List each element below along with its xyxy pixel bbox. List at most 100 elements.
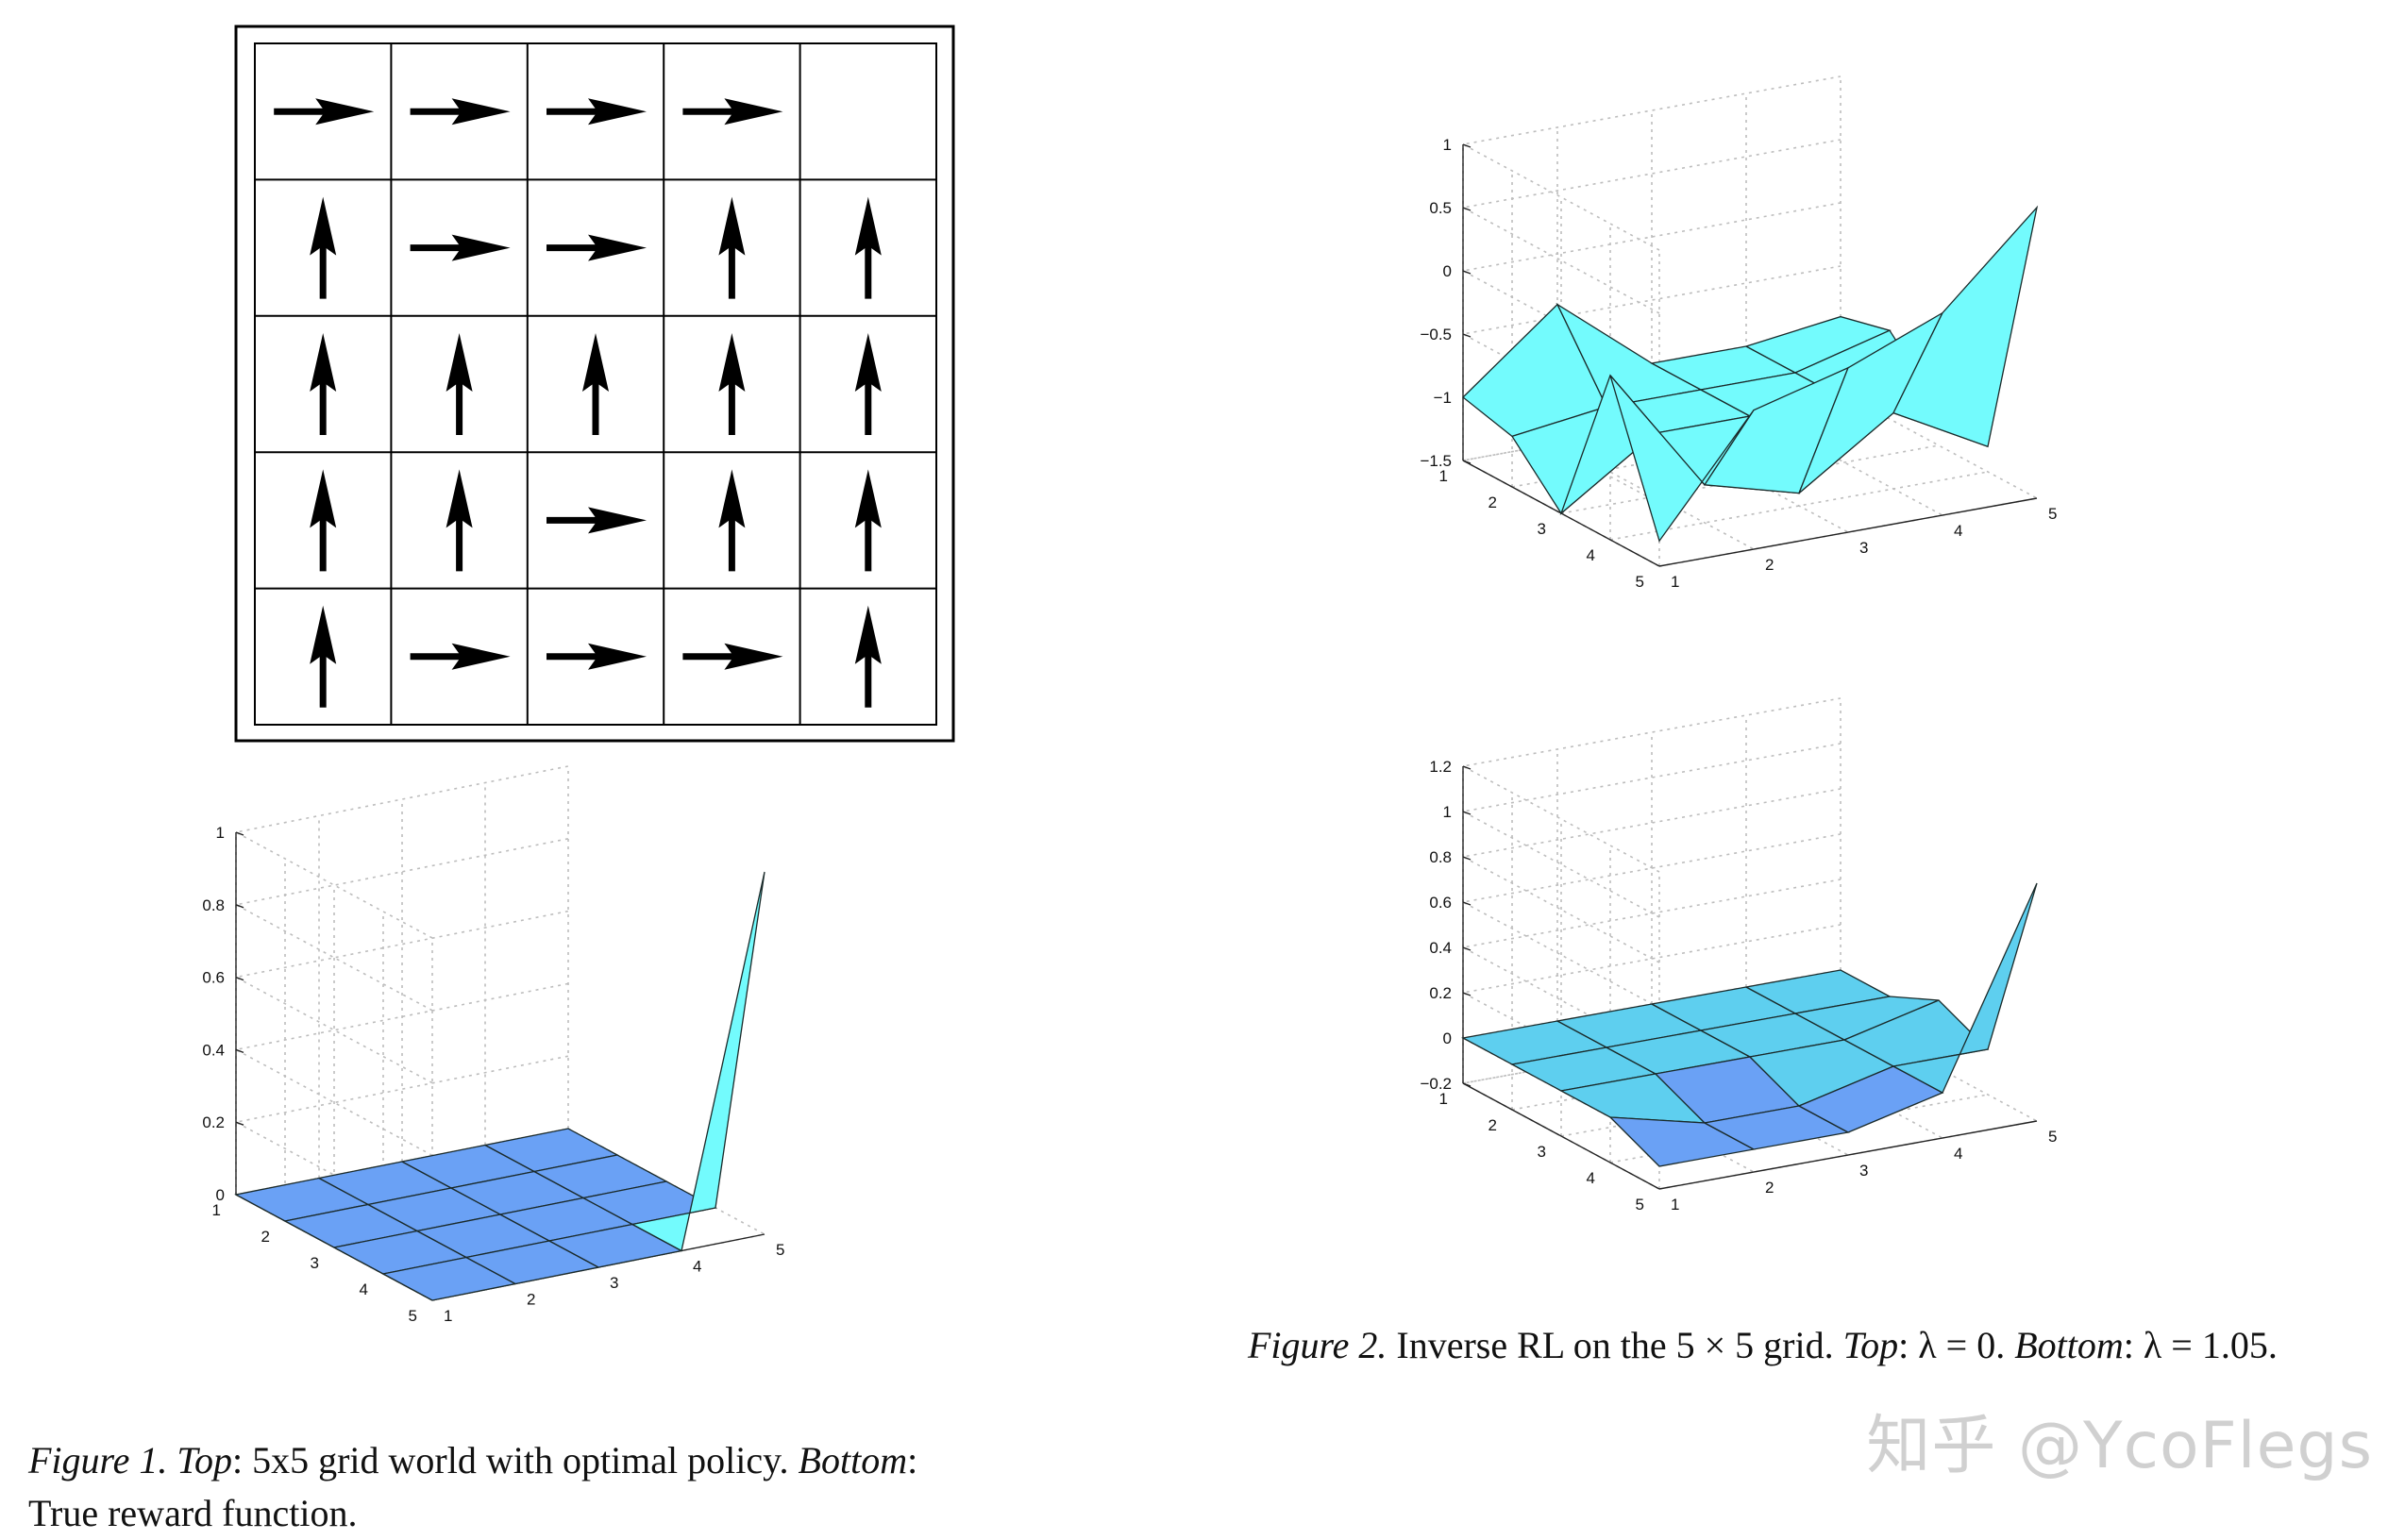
x-tick-label: 3: [1859, 539, 1868, 557]
z-gridline: [1460, 265, 1842, 441]
figure-2-bottom-text: : λ = 1.05.: [2123, 1324, 2278, 1366]
arrow-up-icon: [446, 469, 473, 528]
z-gridline: [1460, 743, 1842, 918]
z-gridline: [1460, 924, 1842, 1099]
x-tick-label: 2: [1765, 1179, 1774, 1197]
y-tick-label: 1: [1439, 467, 1448, 485]
arrow-up-icon: [854, 196, 882, 256]
surface-patch: [1842, 999, 1990, 1067]
z-gridline: [233, 765, 569, 939]
floor-gridline: [1658, 1120, 2038, 1190]
figure-2-top-label: Top: [1842, 1324, 1899, 1366]
figure-2-bottom-label: Bottom: [2014, 1324, 2124, 1366]
arrow-right-icon: [724, 98, 783, 126]
figure-2-text: Inverse RL on the 5 × 5 grid.: [1387, 1324, 1843, 1366]
x-tick-label: 3: [610, 1274, 618, 1292]
z-tick-label: −1.5: [1420, 452, 1452, 470]
floor-gridline: [318, 1177, 516, 1285]
floor-gridline: [1609, 471, 1989, 541]
arrow-up-icon: [446, 333, 473, 392]
figure-2-caption: Figure 2. Inverse RL on the 5 × 5 grid. …: [1248, 1319, 2390, 1372]
arrow-right-icon: [451, 643, 511, 670]
z-tick: [1462, 856, 1472, 861]
z-tick: [1462, 333, 1472, 338]
z-tick-label: 0.6: [1429, 894, 1452, 912]
z-gridline: [233, 1055, 569, 1229]
z-tick: [235, 1194, 244, 1198]
surface-patch: [234, 1177, 370, 1222]
y-axis: [235, 1194, 433, 1301]
floor-gridline: [1651, 1048, 1849, 1156]
surface-patch: [1699, 372, 1846, 417]
figure-1-label: Figure 1.: [28, 1439, 168, 1481]
z-gridline: [1460, 392, 1842, 567]
floor-gridline: [1840, 1014, 2038, 1122]
floor-gridline: [567, 1128, 765, 1235]
z-tick: [1462, 901, 1472, 906]
x-tick-label: 2: [1765, 556, 1774, 574]
y-axis: [1462, 1082, 1660, 1190]
surface-patch: [1793, 996, 1940, 1041]
surface-patch: [1510, 406, 1657, 514]
z-tick: [235, 1048, 244, 1054]
z-gridline: [233, 910, 569, 1084]
floor-gridline: [484, 1144, 682, 1252]
surface-patch: [1510, 1046, 1657, 1092]
z-tick-label: −0.2: [1420, 1075, 1452, 1093]
surface-patch: [1703, 1105, 1850, 1150]
z-tick-label: 0.2: [202, 1113, 225, 1131]
z-gridline: [1460, 202, 1842, 377]
z-tick-label: 0: [216, 1186, 225, 1204]
surface-patch: [1798, 310, 1944, 494]
figure-1-top-label: Top: [177, 1439, 232, 1481]
y-tick-label: 3: [311, 1254, 319, 1272]
y-tick-label: 3: [1538, 1143, 1546, 1161]
arrow-right-icon: [588, 98, 647, 126]
floor-gridline: [1840, 392, 2038, 499]
floor-gridline: [1556, 1065, 1755, 1173]
surface-patch: [1559, 374, 1706, 516]
surface-patch: [581, 1180, 717, 1226]
floor-gridline: [1745, 409, 1943, 516]
surface-patch: [1650, 345, 1797, 391]
arrow-up-icon: [718, 469, 746, 528]
surface-patch: [449, 1170, 585, 1215]
x-tick-label: 1: [444, 1307, 452, 1325]
floor-gridline: [1651, 426, 1849, 533]
z-tick: [235, 1121, 244, 1126]
arrow-right-icon: [588, 507, 647, 534]
surface-patch: [1605, 389, 1752, 434]
surface-patch: [1609, 375, 1755, 543]
arrow-right-icon: [451, 98, 511, 126]
floor-gridline: [1511, 1041, 1891, 1111]
surface-patch: [464, 1240, 600, 1285]
z-tick: [1462, 811, 1472, 815]
x-axis: [1658, 497, 2038, 567]
z-gridline: [1460, 75, 1842, 251]
surface-patch: [415, 1214, 551, 1259]
floor-gridline: [1658, 497, 2038, 567]
z-tick: [235, 976, 244, 981]
z-tick-label: 0.5: [1429, 199, 1452, 217]
surface-patch: [332, 1230, 468, 1275]
y-tick-label: 5: [1636, 1196, 1644, 1214]
z-gridline: [1460, 1014, 1842, 1190]
watermark: 知乎 @YcoFlegs: [1866, 1409, 2373, 1483]
surface-patch: [1703, 366, 1850, 494]
arrow-up-icon: [854, 469, 882, 528]
z-gridline: [1460, 328, 1842, 504]
arrow-right-icon: [588, 234, 647, 261]
surface-patch: [400, 1144, 536, 1189]
x-tick-label: 5: [776, 1241, 784, 1259]
figure-1-bottom-label: Bottom: [798, 1439, 908, 1481]
x-tick-label: 4: [693, 1258, 701, 1276]
z-gridline: [233, 1128, 569, 1301]
z-tick-label: −0.5: [1420, 326, 1452, 343]
floor-gridline: [1462, 1014, 1842, 1084]
floor-gridline: [1745, 1031, 1943, 1139]
x-axis: [1658, 1120, 2038, 1190]
surface-patch: [1654, 415, 1801, 494]
z-tick-label: 0.4: [202, 1041, 225, 1059]
figure-1-bottom-text: :: [907, 1439, 918, 1481]
surface-patch: [1699, 1013, 1846, 1058]
